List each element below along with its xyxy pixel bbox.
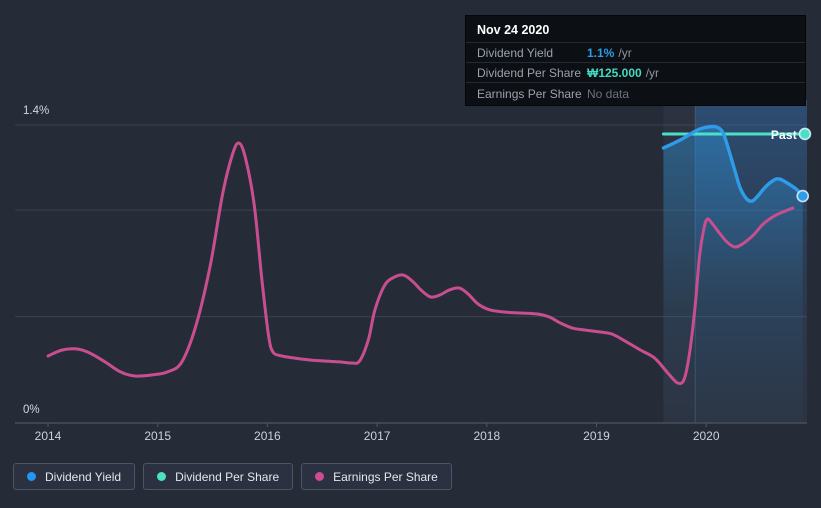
y-axis-min-label: 0% (23, 404, 40, 416)
x-tick-2015: 2015 (144, 429, 172, 443)
tooltip-value: ₩125.000 (587, 65, 642, 80)
legend-label: Earnings Per Share (333, 469, 438, 484)
x-tick-2019: 2019 (583, 429, 610, 443)
x-tick-2016: 2016 (254, 429, 281, 443)
legend-item-dividend-per-share[interactable]: Dividend Per Share (143, 463, 294, 490)
past-region-label: Past (770, 128, 797, 142)
tooltip: Nov 24 2020 Dividend Yield 1.1% /yr Divi… (465, 15, 806, 106)
earnings-per-share-dot-icon (315, 472, 325, 481)
dividend-per-share-dot-icon (157, 472, 167, 481)
tooltip-unit: /yr (618, 45, 632, 60)
legend-label: Dividend Per Share (175, 469, 280, 484)
legend-item-earnings-per-share[interactable]: Earnings Per Share (301, 463, 452, 490)
x-tick-2017: 2017 (363, 429, 391, 443)
tooltip-label: Dividend Per Share (477, 65, 582, 80)
legend-item-dividend-yield[interactable]: Dividend Yield (13, 463, 136, 490)
x-tick-2014: 2014 (34, 429, 62, 443)
x-tick-2020: 2020 (692, 429, 720, 443)
legend-label: Dividend Yield (45, 469, 122, 484)
tooltip-label: Earnings Per Share (477, 87, 582, 101)
tooltip-row-dividend-yield: Dividend Yield 1.1% /yr (466, 42, 805, 62)
tooltip-value: 1.1% (587, 45, 615, 60)
tooltip-row-earnings-per-share: Earnings Per Share No data (466, 82, 805, 105)
dividend-yield-dot-icon (27, 472, 36, 481)
tooltip-label: Dividend Yield (477, 45, 554, 60)
y-axis-max-label: 1.4% (23, 105, 50, 117)
tooltip-row-dividend-per-share: Dividend Per Share ₩125.000 /yr (466, 62, 805, 82)
tooltip-date: Nov 24 2020 (477, 23, 550, 37)
tooltip-unit: /yr (645, 65, 660, 80)
legend: Dividend Yield Dividend Per Share Earnin… (13, 463, 452, 490)
x-tick-2018: 2018 (473, 429, 501, 443)
tooltip-value: No data (587, 87, 630, 101)
